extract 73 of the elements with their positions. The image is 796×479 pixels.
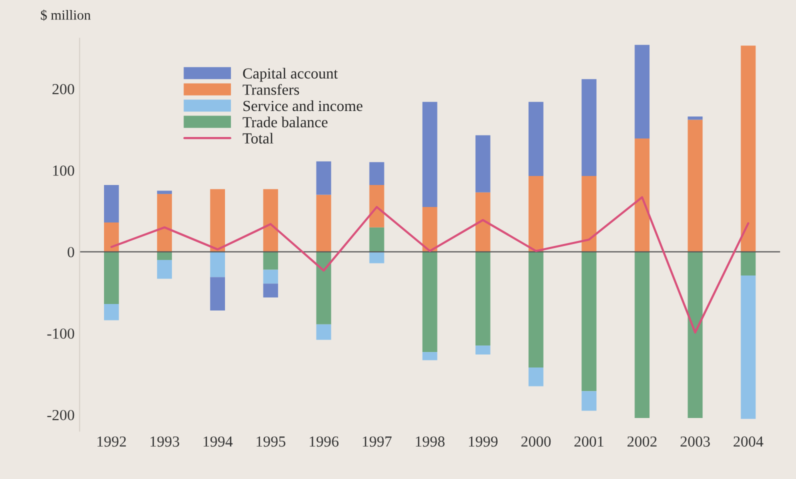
bar [582,391,596,411]
bar [475,192,490,252]
bar [316,161,332,195]
x-tick-label: 1993 [150,436,180,447]
y-axis-title: $ million [40,10,91,21]
bar [104,304,119,320]
bar [210,189,226,252]
x-tick-label: 1999 [468,436,498,447]
x-tick-label: 2003 [680,436,710,447]
bar [582,79,596,176]
bar [316,252,332,324]
bar [157,194,172,252]
bar [688,116,703,120]
bar [528,252,544,368]
bar [263,252,278,270]
legend-label: Transfers [242,84,300,95]
bar [740,275,756,419]
bar [210,277,226,310]
x-tick-label: 2001 [574,436,604,447]
x-tick-label: 2002 [628,436,657,447]
x-tick-label: 1998 [416,436,445,447]
bar [582,252,596,392]
x-tick-label: 1992 [98,436,126,447]
bar [316,324,332,340]
bar [210,252,226,278]
bar [740,46,756,252]
bar [528,176,544,252]
x-tick-label: 1997 [362,436,392,447]
y-tick-label: 100 [53,165,74,176]
bar [157,260,172,279]
x-tick-label: 1996 [310,436,339,447]
bar [263,189,278,252]
x-tick-label: 1995 [256,436,286,447]
bar [634,252,650,418]
bar [528,102,544,176]
bar [634,138,650,252]
bar [475,135,490,192]
y-tick-label: 200 [52,84,74,94]
y-tick-label: -100 [47,328,74,339]
bar [369,227,384,252]
bar [157,190,172,194]
x-tick-label: 2004 [734,436,764,447]
line-series [110,196,750,334]
bar [740,252,756,276]
bar [263,284,278,298]
x-tick-label: 2000 [521,436,551,447]
bar [422,252,438,352]
bar [104,222,119,252]
bar [369,252,384,264]
bar [369,162,384,185]
bar [104,252,119,304]
bar [369,185,384,228]
bar [634,44,650,139]
bar [422,102,438,208]
bar [528,368,544,386]
legend-label: Trade balance [242,116,328,128]
legend-label: Service and income [243,100,362,112]
bar [104,185,119,222]
bar [475,252,490,346]
bar [422,207,438,252]
legend-label: Capital account [243,68,338,82]
bar [475,346,490,354]
bar [263,270,278,284]
bar [316,194,332,252]
legend-label: Total [242,132,274,144]
bar [582,176,596,252]
x-tick-label: 1994 [204,436,233,447]
bar [157,252,172,260]
bar [688,120,703,252]
y-tick-label: 0 [68,246,74,258]
bar [422,352,438,360]
y-tick-label: -200 [47,410,74,420]
bar [688,252,703,418]
